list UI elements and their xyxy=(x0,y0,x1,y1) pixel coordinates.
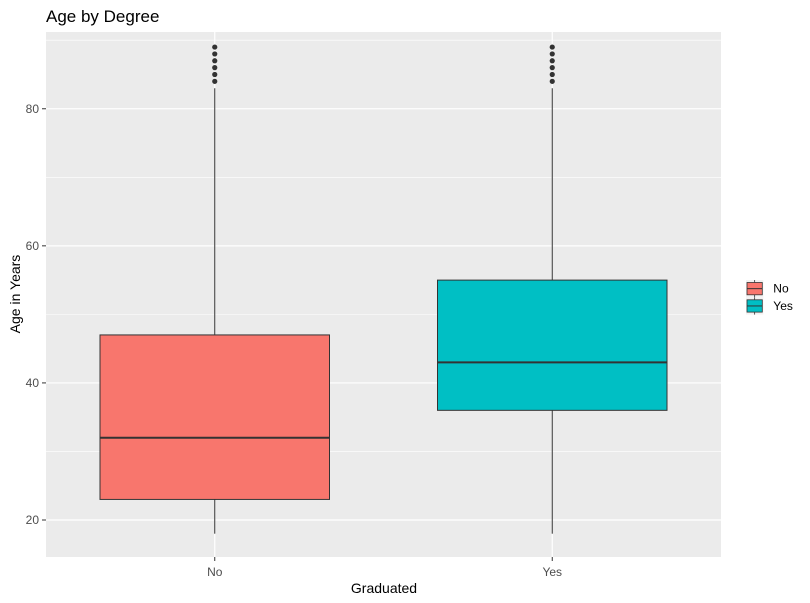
legend-item-yes: Yes xyxy=(746,297,793,315)
box-no xyxy=(99,44,330,534)
outlier-point xyxy=(549,51,555,57)
outlier-point xyxy=(549,71,555,78)
box-body xyxy=(99,334,330,500)
y-tick-label: 20 xyxy=(26,513,40,527)
outlier-point xyxy=(212,44,218,50)
legend-item-no: No xyxy=(746,280,789,298)
y-tick-label: 40 xyxy=(26,376,40,390)
legend-label: Yes xyxy=(773,299,793,313)
x-tick-label: Yes xyxy=(542,565,562,579)
y-axis-title: Age in Years xyxy=(7,255,23,334)
outlier-point xyxy=(549,44,555,50)
legend-label: No xyxy=(773,282,789,296)
x-axis-title: Graduated xyxy=(351,580,417,596)
outlier-point xyxy=(212,71,218,78)
outlier-point xyxy=(212,51,218,57)
outlier-point xyxy=(212,65,218,71)
y-tick-label: 60 xyxy=(26,239,40,253)
chart-title: Age by Degree xyxy=(46,7,159,26)
y-tick-label: 80 xyxy=(26,102,40,116)
outlier-point xyxy=(212,58,218,64)
outlier-point xyxy=(549,58,555,64)
box-yes xyxy=(437,44,668,534)
box-body xyxy=(437,279,668,411)
boxes xyxy=(99,44,668,534)
outlier-point xyxy=(212,78,218,84)
y-axis: 20 40 60 80 xyxy=(26,102,46,527)
outlier-point xyxy=(549,65,555,71)
outlier-point xyxy=(549,78,555,84)
legend: No Yes xyxy=(746,280,793,315)
x-axis: No Yes xyxy=(207,557,562,579)
x-tick-label: No xyxy=(207,565,223,579)
